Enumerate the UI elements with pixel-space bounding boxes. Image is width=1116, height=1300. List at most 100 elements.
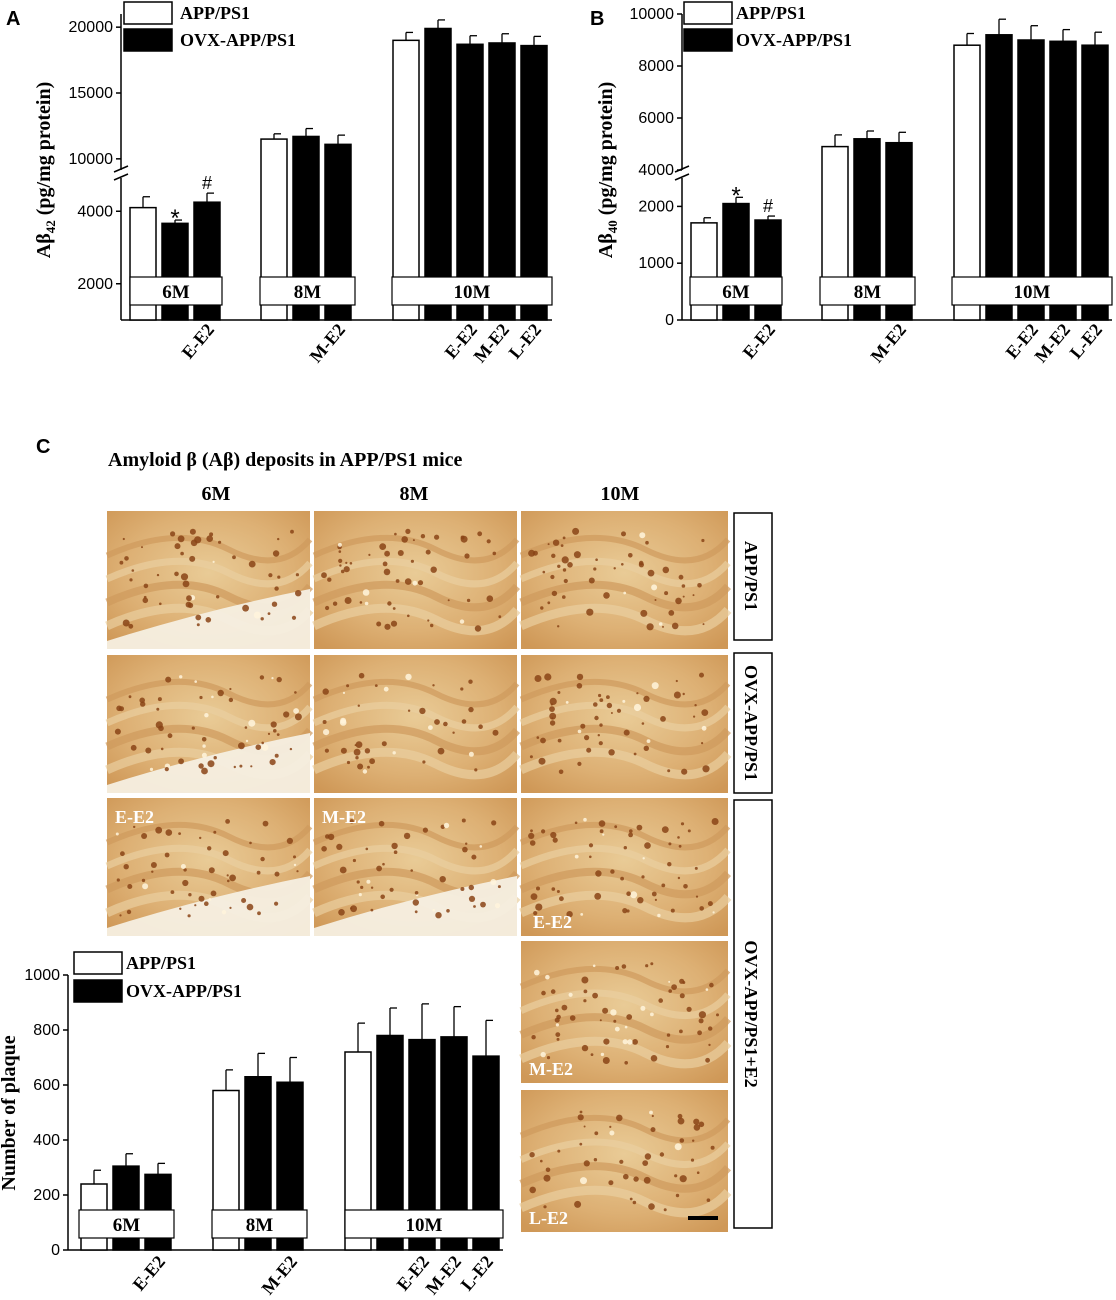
plaque-dot: [698, 1121, 705, 1128]
tissue-band: [519, 724, 732, 756]
plaque-dot: [466, 598, 471, 603]
plaque-dot: [124, 556, 129, 561]
plaque-dot: [355, 756, 359, 760]
plaque-dot: [579, 1110, 583, 1114]
age-label-box: [689, 276, 783, 306]
plaque-dot: [577, 729, 582, 734]
plaque-dot: [664, 591, 669, 596]
plaque-dot: [675, 679, 678, 683]
plaque-dot: [170, 890, 175, 894]
plaque-dot: [208, 867, 215, 874]
plaque-dot: [471, 854, 477, 860]
legend-label-app-ps1: APP/PS1: [126, 953, 196, 973]
plaque-dot: [654, 898, 658, 902]
tissue-band: [519, 821, 731, 851]
tissue-band: [519, 989, 731, 1020]
plaque-dot: [122, 619, 130, 627]
plaque-dot: [274, 753, 279, 758]
plaque-dot: [206, 535, 213, 542]
tissue-fissure: [314, 876, 517, 936]
plaque-dot: [675, 597, 682, 605]
plaque-dot: [248, 719, 256, 727]
plaque-dot: [626, 909, 630, 913]
age-label: 8M: [294, 282, 322, 303]
plaque-dot: [534, 675, 542, 682]
plaque-dot: [260, 856, 265, 862]
plaque-dot: [427, 619, 430, 622]
plaque-dot: [343, 566, 350, 573]
plaque-dot: [211, 695, 214, 699]
plaque-dot: [403, 832, 411, 840]
plaque-dot: [545, 1167, 551, 1173]
plaque-dot: [217, 689, 224, 697]
plaque-dot: [382, 561, 388, 567]
tissue-band: [312, 747, 521, 780]
plaque-dot: [392, 607, 396, 610]
plaque-dot: [681, 768, 688, 775]
plaque-dot: [679, 1138, 685, 1143]
plaque-dot: [164, 852, 170, 858]
treatment-label: M-E2: [421, 1252, 465, 1299]
plaque-dot: [432, 908, 436, 912]
plaque-dot: [422, 760, 426, 764]
plaque-dot: [568, 992, 573, 997]
bar-10m-4: [1081, 44, 1109, 321]
plaque-dot: [599, 723, 603, 727]
plaque-dot: [123, 864, 129, 870]
plaque-dot: [707, 901, 713, 907]
plaque-dot: [381, 741, 387, 747]
y-tick-label: 1000: [638, 255, 674, 272]
plaque-dot: [563, 578, 568, 584]
plaque-dot: [191, 726, 195, 730]
plaque-dot: [683, 884, 688, 889]
tissue-band: [105, 821, 313, 851]
plaque-dot: [274, 871, 280, 877]
plaque-dot: [543, 1205, 547, 1209]
plaque-dot: [221, 910, 227, 915]
plaque-dot: [491, 820, 497, 826]
axis-break-mark: [113, 165, 129, 173]
plaque-dot: [701, 709, 709, 716]
plaque-dot: [681, 584, 686, 588]
legend-label-ovx-app-ps1: OVX-APP/PS1: [180, 30, 296, 50]
plaque-dot: [337, 542, 342, 547]
plaque-dot: [678, 574, 684, 580]
plaque-dot: [253, 611, 261, 619]
micrograph-10m-le2: L-E2: [519, 1090, 732, 1232]
y-tick-label: 1000: [24, 967, 60, 984]
plaque-dot: [573, 551, 581, 559]
plaque-dot: [597, 734, 600, 737]
treatment-label: M-E2: [469, 320, 513, 367]
plaque-dot: [460, 687, 464, 691]
plaque-dot: [536, 886, 540, 891]
plaque-dot: [665, 1045, 670, 1049]
plaque-dot: [679, 1029, 683, 1034]
plaque-dot: [443, 822, 450, 829]
plaque-dot: [677, 1113, 683, 1119]
plaque-dot: [478, 724, 483, 729]
plaque-dot: [549, 712, 557, 720]
plaque-dot: [531, 1035, 536, 1040]
plaque-dot: [130, 744, 137, 751]
micrograph-10m-ee2: E-E2: [519, 798, 732, 936]
plaque-dot: [621, 531, 626, 537]
plaque-dot: [293, 855, 296, 859]
plaque-dot: [229, 874, 237, 882]
tissue-band: [519, 1114, 731, 1144]
plaque-dot: [248, 560, 256, 568]
plaque-dot: [119, 560, 124, 565]
plaque-dot: [668, 842, 672, 846]
plaque-dot: [177, 535, 185, 543]
plaque-dot: [566, 911, 573, 918]
plaque-dot: [473, 905, 476, 908]
plaque-dot: [145, 747, 152, 754]
plaque-dot: [547, 543, 550, 546]
plaque-dot: [586, 747, 592, 753]
y-tick-label: 8000: [638, 58, 674, 75]
plaque-dot: [557, 738, 562, 743]
plaque-dot: [394, 532, 397, 536]
plaque-dot: [550, 831, 557, 839]
plaque-dot: [270, 721, 277, 728]
plaque-dot: [662, 566, 670, 574]
plaque-dot: [588, 843, 594, 848]
